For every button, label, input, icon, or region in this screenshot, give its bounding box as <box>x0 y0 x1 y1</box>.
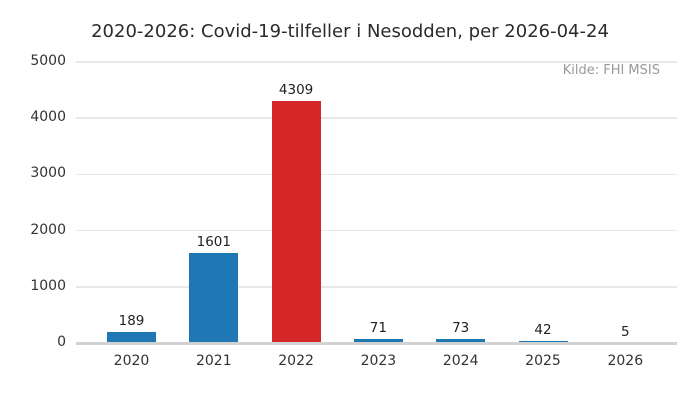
y-tick-label: 5000 <box>30 53 66 69</box>
x-tick-label: 2023 <box>360 353 397 369</box>
x-tick-label: 2022 <box>278 353 314 369</box>
bar-2022 <box>271 100 321 343</box>
x-tick-label: 2026 <box>607 353 644 369</box>
bar-value-label: 1601 <box>196 234 231 251</box>
x-tick-label: 2020 <box>113 353 150 369</box>
bar-value-label: 42 <box>534 321 552 338</box>
y-tick-label: 1000 <box>30 277 66 294</box>
y-tick-label: 0 <box>57 334 66 350</box>
bar-value-label: 73 <box>452 319 470 336</box>
y-tick-label: 2000 <box>30 221 66 238</box>
chart-title: 2020-2026: Covid-19-tilfeller i Nesodden… <box>91 21 609 42</box>
bar-2020 <box>107 332 156 343</box>
bar-2024 <box>436 338 486 343</box>
x-tick-label: 2021 <box>195 353 232 369</box>
x-axis-line <box>76 341 677 345</box>
bar-value-label: 4309 <box>278 81 314 98</box>
gridline <box>76 117 677 119</box>
gridline <box>76 61 677 63</box>
gridline <box>76 286 677 288</box>
gridline <box>76 229 677 232</box>
bar-value-label: 189 <box>118 313 145 330</box>
bar-2023 <box>353 339 403 343</box>
y-tick-label: 4000 <box>30 109 66 126</box>
source-note: Kilde: FHI MSIS <box>562 63 660 78</box>
bar-2021 <box>189 253 239 343</box>
y-tick-label: 3000 <box>30 165 66 182</box>
x-tick-label: 2025 <box>525 353 561 369</box>
gridline <box>76 173 677 176</box>
bar-value-label: 71 <box>369 320 387 337</box>
bar-value-label: 5 <box>621 323 630 340</box>
x-tick-label: 2024 <box>442 353 479 369</box>
